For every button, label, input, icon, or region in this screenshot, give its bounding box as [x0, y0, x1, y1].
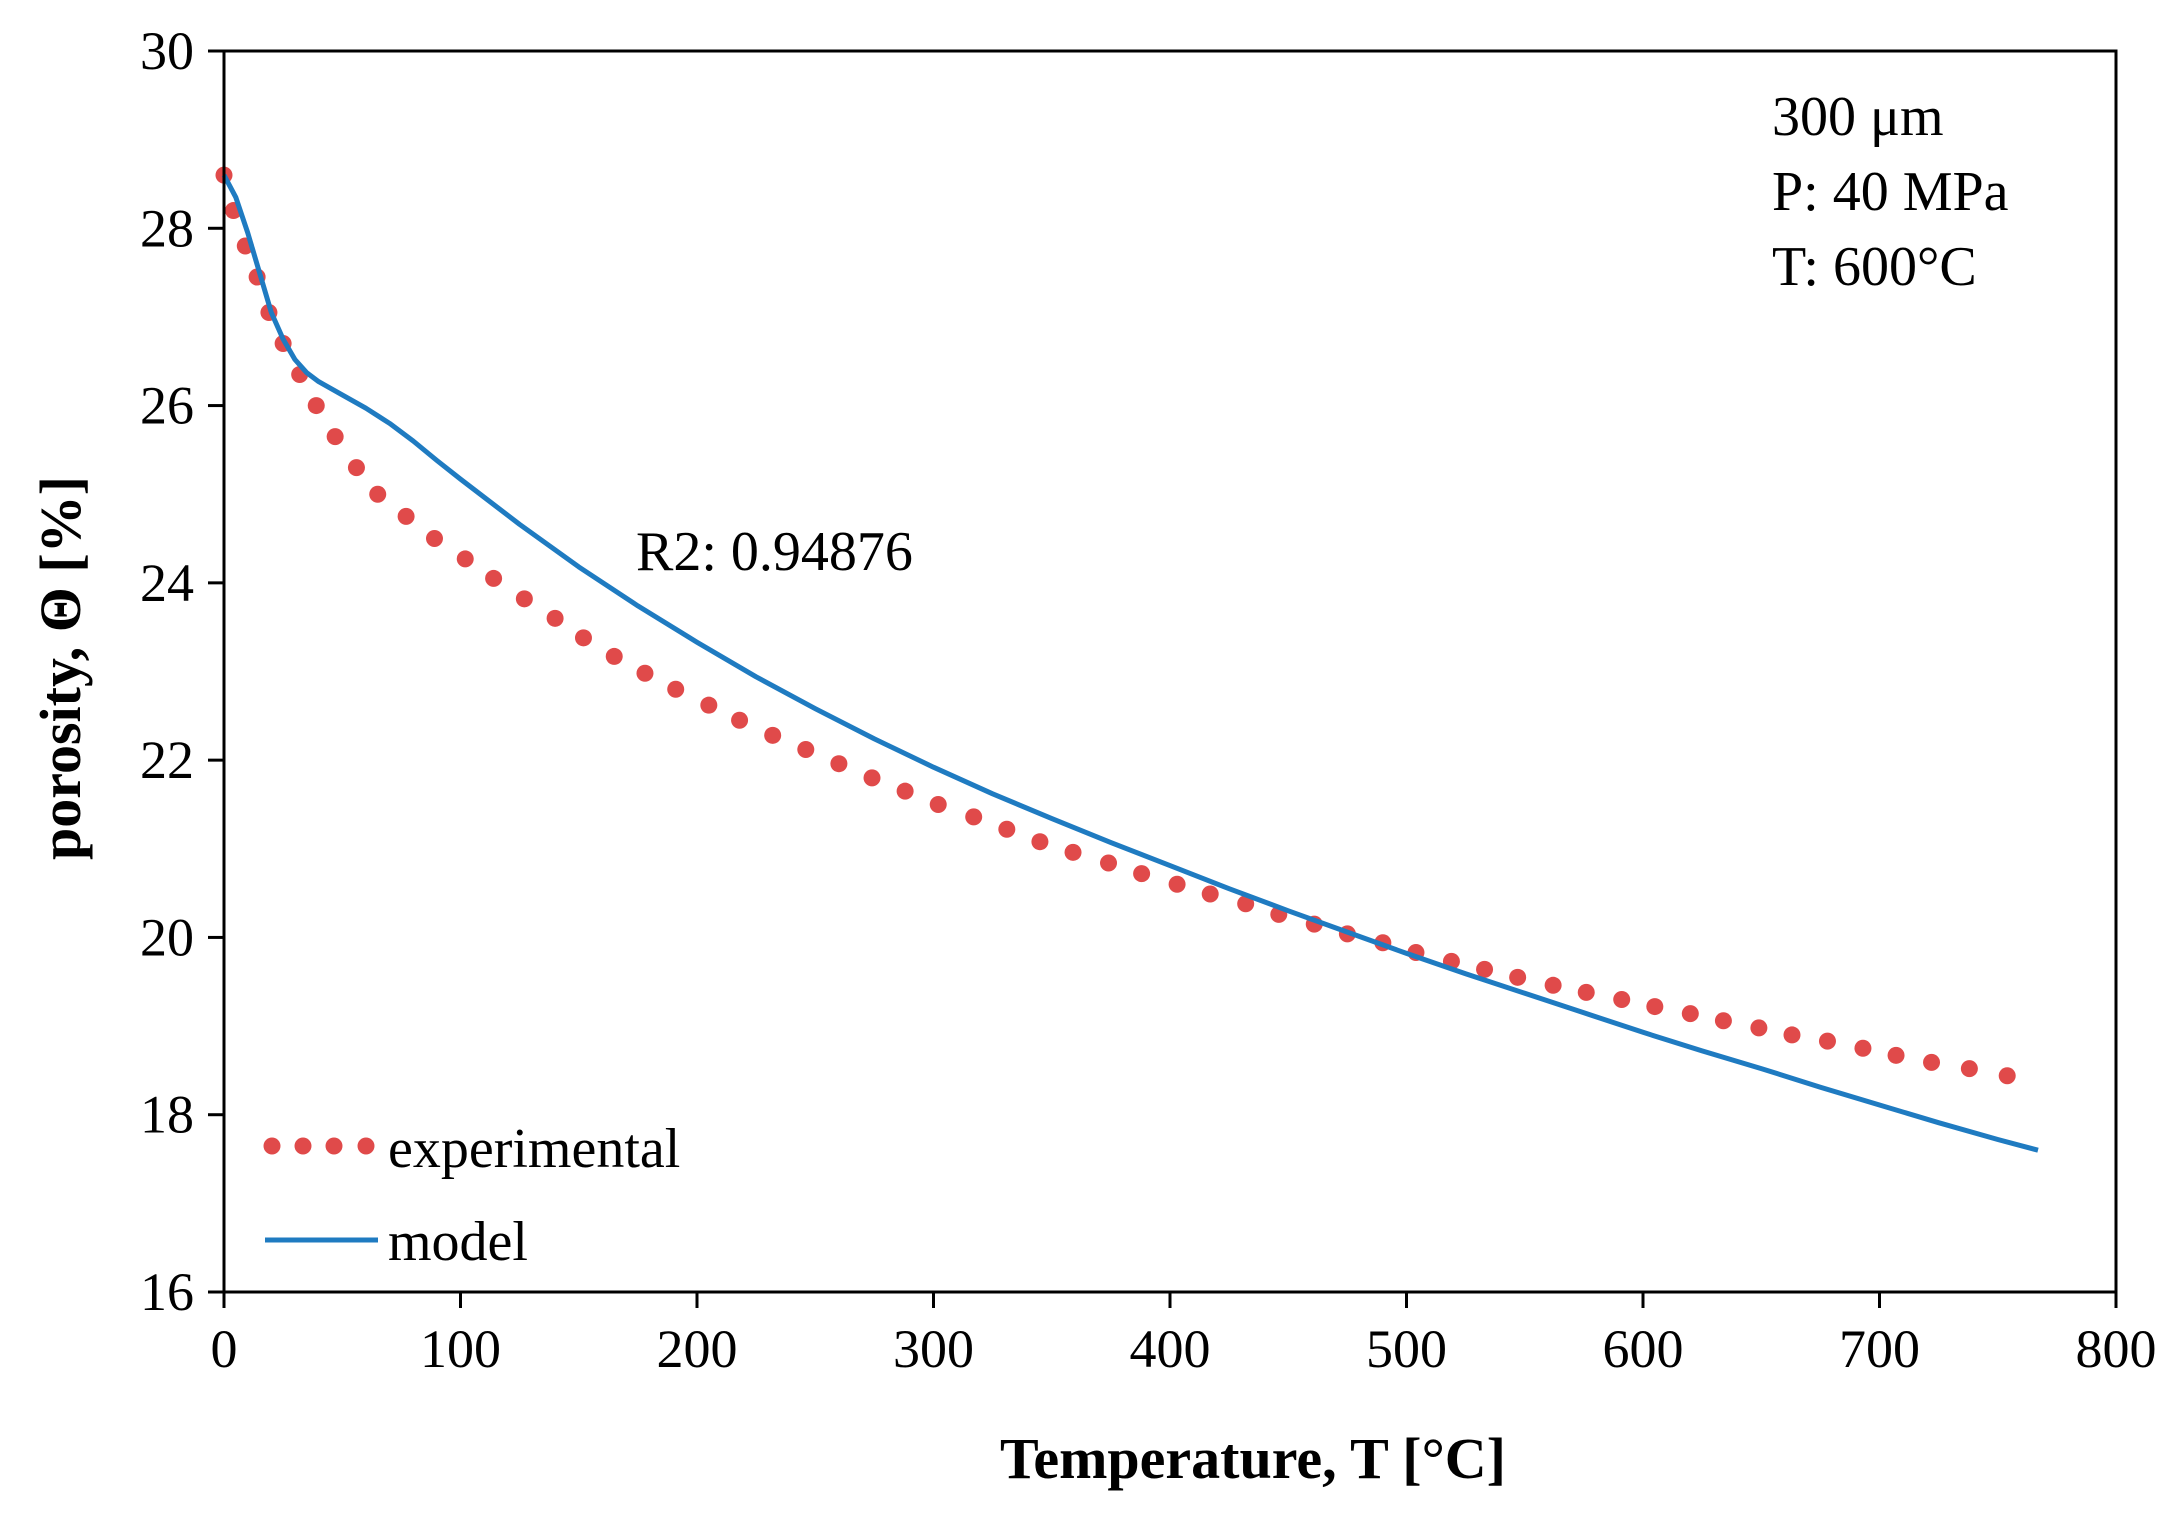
experimental-point [307, 397, 325, 415]
experimental-point [1476, 960, 1494, 978]
y-tick-label: 16 [140, 1262, 194, 1322]
model-line [221, 173, 2039, 1153]
experimental-point [1168, 875, 1186, 893]
legend: experimental model [263, 1118, 680, 1273]
experimental-point [1854, 1039, 1872, 1057]
experimental-point [397, 507, 415, 525]
x-tick-label: 200 [657, 1319, 738, 1379]
experimental-point [1750, 1019, 1768, 1037]
experimental-point [326, 428, 344, 446]
experimental-point [636, 664, 654, 682]
experimental-point [1714, 1012, 1732, 1030]
experimental-point [1544, 976, 1562, 994]
model-series [221, 173, 2039, 1153]
legend-experimental-dot [325, 1137, 343, 1155]
x-tick-label: 800 [2076, 1319, 2157, 1379]
experimental-point [797, 741, 815, 759]
legend-experimental-dot [294, 1137, 312, 1155]
experimental-point [1681, 1005, 1699, 1023]
experimental-point [1133, 865, 1151, 883]
experimental-point [1818, 1032, 1836, 1050]
experimental-point [998, 820, 1016, 838]
experimental-point [605, 647, 623, 665]
experimental-point [1064, 843, 1082, 861]
x-tick-label: 700 [1839, 1319, 1920, 1379]
experimental-point [1960, 1060, 1978, 1078]
annotation-size: 300 μm [1772, 86, 1944, 148]
experimental-point [1998, 1067, 2016, 1085]
experimental-point [1887, 1046, 1905, 1064]
y-tick-label: 30 [140, 21, 194, 81]
y-tick-label: 22 [140, 730, 194, 790]
x-tick-label: 300 [893, 1319, 974, 1379]
experimental-point [1923, 1053, 1941, 1071]
y-tick-label: 28 [140, 198, 194, 258]
experimental-point [929, 795, 947, 813]
x-tick-label: 100 [420, 1319, 501, 1379]
legend-experimental-dot [263, 1137, 281, 1155]
experimental-point [1237, 895, 1255, 913]
experimental-point [1100, 854, 1118, 872]
experimental-series [215, 166, 2016, 1085]
experimental-point [1783, 1026, 1801, 1044]
experimental-point [1646, 998, 1664, 1016]
legend-model-label: model [388, 1211, 528, 1273]
experimental-point [425, 530, 443, 548]
axes: 0 100 200 300 400 500 600 700 800 16 18 20 22 24 26 28 3… [140, 21, 2157, 1379]
legend-experimental-dot [357, 1137, 375, 1155]
annotation-pressure: P: 40 MPa [1772, 161, 2009, 223]
y-axis-title: porosity, Θ [%] [28, 476, 93, 860]
experimental-point [369, 485, 387, 503]
y-tick-label: 26 [140, 376, 194, 436]
x-axis-title: Temperature, T [°C] [1000, 1426, 1506, 1491]
experimental-point [485, 569, 503, 587]
experimental-point [965, 808, 983, 826]
x-tick-label: 0 [211, 1319, 238, 1379]
experimental-point [830, 755, 848, 773]
experimental-point [1031, 833, 1049, 851]
x-tick-label: 400 [1130, 1319, 1211, 1379]
legend-experimental-label: experimental [388, 1118, 680, 1180]
experimental-point [1201, 885, 1219, 903]
experimental-point [896, 782, 914, 800]
experimental-point [764, 726, 782, 744]
experimental-point [1577, 983, 1595, 1001]
x-tick-label: 500 [1366, 1319, 1447, 1379]
experimental-point [1613, 990, 1631, 1008]
experimental-point [456, 550, 474, 568]
sample-annotation: 300 μm P: 40 MPa T: 600°C [1772, 86, 2009, 298]
y-tick-label: 18 [140, 1085, 194, 1145]
experimental-point [863, 769, 881, 787]
experimental-point [1509, 968, 1527, 986]
experimental-point [731, 711, 749, 729]
experimental-point [574, 629, 592, 647]
x-tick-label: 600 [1603, 1319, 1684, 1379]
legend-experimental-marker [263, 1137, 375, 1155]
y-tick-label: 20 [140, 907, 194, 967]
experimental-point [546, 609, 564, 627]
experimental-point [667, 680, 685, 698]
experimental-point [347, 459, 365, 477]
r2-annotation: R2: 0.94876 [636, 521, 913, 583]
y-tick-label: 24 [140, 553, 194, 613]
experimental-point [515, 590, 533, 608]
annotation-temperature: T: 600°C [1772, 236, 1977, 298]
experimental-point [700, 696, 718, 714]
